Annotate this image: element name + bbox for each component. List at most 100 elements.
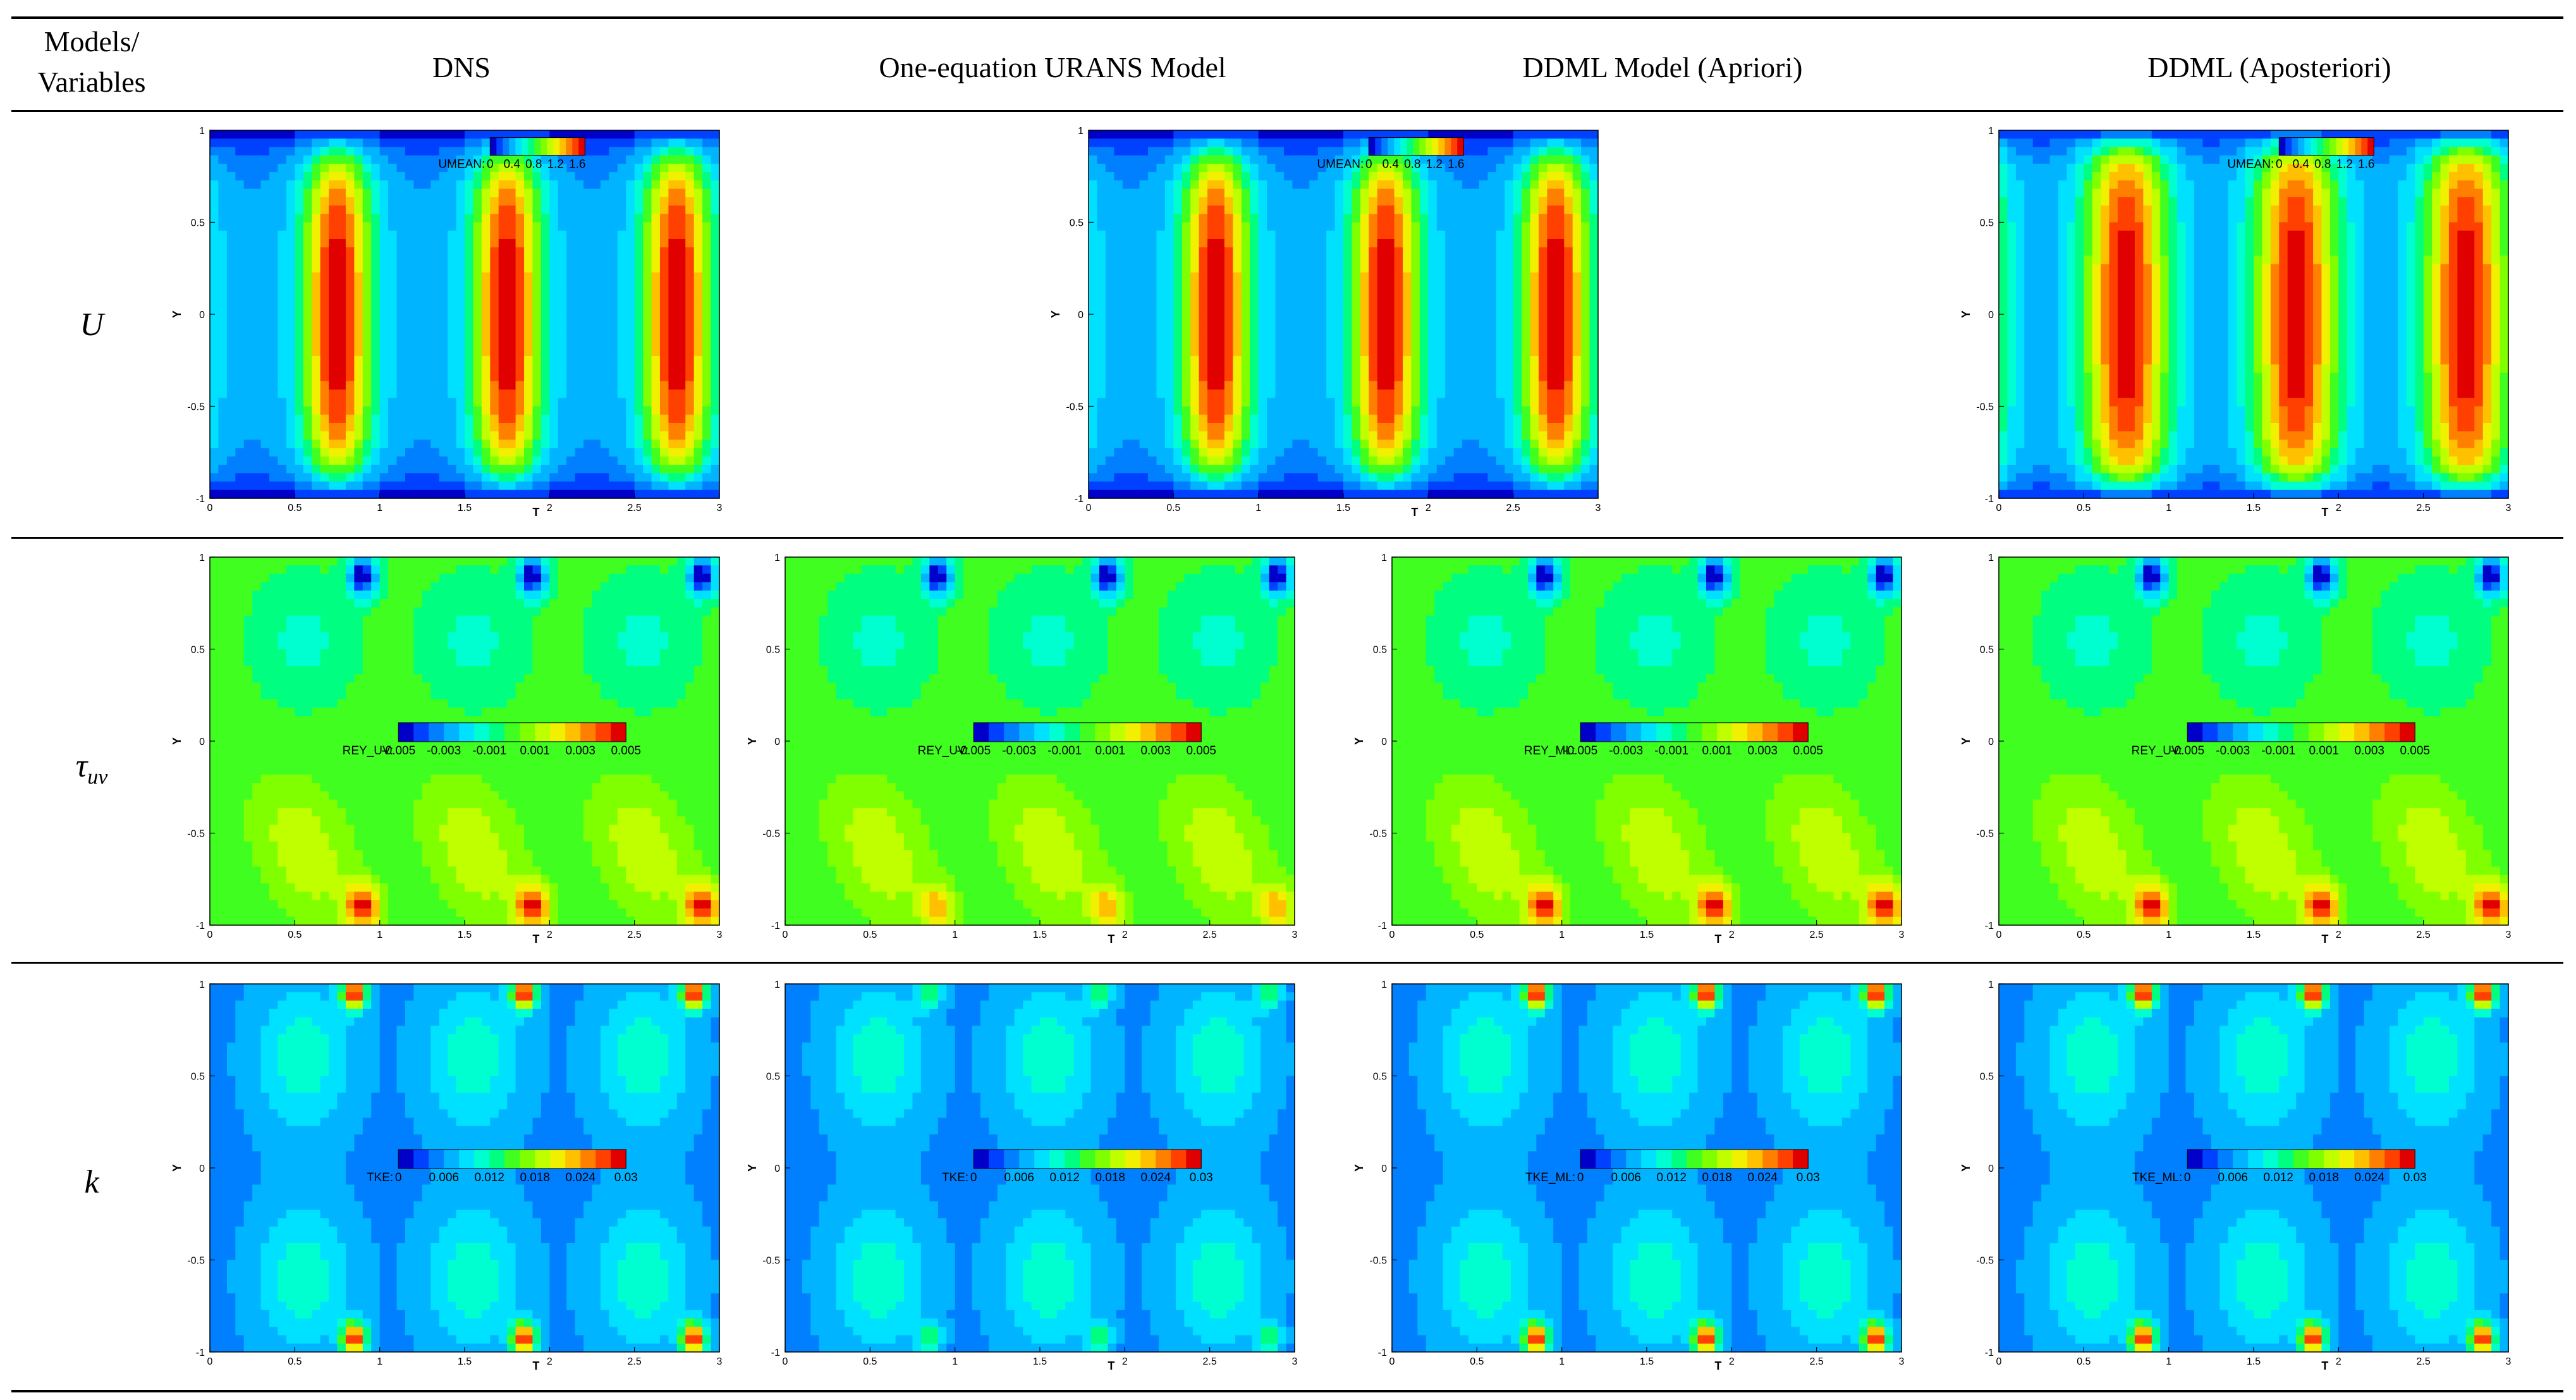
- contour-cell: [481, 163, 491, 173]
- contour-cell: [1479, 364, 1488, 374]
- contour-cell: [1589, 322, 1599, 332]
- contour-cell: [1241, 347, 1250, 357]
- contour-cell: [345, 473, 355, 482]
- contour-cell: [1181, 230, 1191, 240]
- contour-cell: [1403, 390, 1412, 398]
- contour-cell: [1258, 398, 1267, 407]
- contour-cell: [1564, 138, 1573, 148]
- contour-cell: [1300, 255, 1310, 265]
- contour-cell: [1275, 147, 1285, 156]
- contour-cell: [1369, 297, 1378, 307]
- contour-cell: [1317, 264, 1327, 273]
- contour-cell: [1105, 322, 1114, 332]
- contour-cell: [448, 206, 457, 214]
- contour-cell: [371, 331, 381, 340]
- contour-cell: [320, 172, 329, 181]
- contour-cell: [1462, 264, 1472, 273]
- contour-cell: [1564, 356, 1573, 365]
- contour-cell: [1224, 305, 1233, 315]
- contour-cell: [1131, 390, 1140, 398]
- contour-cell: [1164, 297, 1174, 307]
- contour-cell: [1190, 314, 1200, 323]
- contour-cell: [260, 456, 270, 465]
- contour-cell: [685, 448, 695, 457]
- contour-cell: [711, 481, 720, 491]
- contour-cell: [354, 364, 363, 374]
- contour-cell: [345, 172, 355, 181]
- contour-cell: [269, 238, 279, 248]
- contour-cell: [1216, 147, 1225, 156]
- contour-cell: [388, 188, 398, 198]
- contour-cell: [1317, 230, 1327, 240]
- contour-cell: [448, 305, 457, 315]
- contour-cell: [473, 147, 482, 156]
- contour-cell: [1564, 347, 1573, 357]
- contour-cell: [295, 473, 304, 482]
- contour-cell: [456, 448, 465, 457]
- contour-cell: [396, 439, 406, 449]
- contour-cell: [1139, 398, 1149, 407]
- contour-cell: [566, 206, 576, 214]
- contour-cell: [354, 206, 363, 214]
- contour-cell: [1470, 381, 1480, 390]
- contour-cell: [278, 289, 287, 298]
- contour-cell: [1505, 281, 1514, 290]
- contour-cell: [685, 147, 695, 156]
- contour-cell: [1377, 414, 1386, 424]
- contour-cell: [1267, 406, 1276, 415]
- contour-cell: [439, 230, 448, 240]
- contour-cell: [1572, 281, 1582, 290]
- contour-cell: [320, 406, 329, 415]
- contour-cell: [685, 381, 695, 390]
- contour-cell: [685, 431, 695, 441]
- contour-cell: [1394, 356, 1403, 365]
- contour-cell: [286, 331, 295, 340]
- contour-cell: [1352, 264, 1361, 273]
- contour-cell: [1250, 372, 1259, 382]
- contour-cell: [1496, 390, 1505, 398]
- contour-cell: [1122, 381, 1132, 390]
- contour-cell: [524, 339, 534, 348]
- contour-cell: [448, 489, 457, 499]
- contour-cell: [1369, 289, 1378, 298]
- contour-cell: [1267, 339, 1276, 348]
- contour-cell: [583, 481, 593, 491]
- contour-cell: [524, 356, 534, 365]
- contour-cell: [235, 422, 245, 432]
- contour-cell: [354, 247, 363, 257]
- contour-cell: [634, 322, 644, 332]
- contour-cell: [1564, 247, 1573, 257]
- contour-cell: [1139, 272, 1149, 281]
- contour-cell: [643, 481, 652, 491]
- contour-cell: [490, 238, 499, 248]
- contour-cell: [592, 448, 601, 457]
- contour-cell: [1190, 197, 1200, 206]
- contour-cell: [1258, 130, 1267, 139]
- contour-cell: [345, 222, 355, 231]
- contour-cell: [1233, 163, 1242, 173]
- contour-cell: [1122, 372, 1132, 382]
- contour-cell: [430, 255, 440, 265]
- contour-cell: [1453, 130, 1463, 139]
- contour-cell: [515, 314, 525, 323]
- contour-cell: [1139, 147, 1149, 156]
- contour-cell: [1233, 222, 1242, 231]
- contour-cell: [405, 214, 414, 223]
- contour-cell: [269, 339, 279, 348]
- contour-cell: [659, 331, 669, 340]
- contour-cell: [1139, 390, 1149, 398]
- contour-cell: [379, 188, 389, 198]
- contour-cell: [626, 188, 635, 198]
- contour-cell: [329, 214, 338, 223]
- contour-cell: [1453, 406, 1463, 415]
- contour-cell: [1326, 230, 1336, 240]
- contour-cell: [1453, 372, 1463, 382]
- contour-cell: [1267, 414, 1276, 424]
- contour-cell: [354, 331, 363, 340]
- contour-cell: [1173, 222, 1183, 231]
- contour-cell: [448, 264, 457, 273]
- contour-cell: [226, 188, 236, 198]
- contour-cell: [1419, 130, 1429, 139]
- contour-cell: [456, 347, 465, 357]
- contour-cell: [337, 230, 346, 240]
